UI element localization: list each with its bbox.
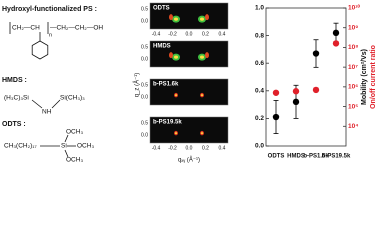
y2-tick-label: 10⁷ xyxy=(348,64,358,71)
pattern-panel xyxy=(149,78,229,106)
odts-label: ODTS : xyxy=(2,121,26,128)
ps-title: Hydroxyl-functionalized PS : xyxy=(2,6,97,13)
x-tick-label: ODTS xyxy=(268,154,285,160)
y2-tick-label: 10⁹ xyxy=(348,24,358,31)
peak xyxy=(200,55,204,59)
ps-n: n xyxy=(49,32,52,38)
chart: 0.0 0.2 0.4 0.6 0.8 1.0 10⁴ 10⁵ 10⁶ 10⁷ 10⁸ 10⁹ 10¹⁰… xyxy=(255,4,377,160)
odts-och3: OCH₃ xyxy=(66,129,83,136)
giwaxs: ODTS 0.5 0.0 HMDS 0.5 0.0 b-PS1.6k 0.5 0.0 b-PS19… xyxy=(134,2,229,164)
hmds-label: HMDS : xyxy=(2,77,27,84)
hmds-nh: NH xyxy=(42,109,52,116)
point xyxy=(292,88,300,95)
x-tick-label: -0.4 xyxy=(152,145,161,151)
y-tick-label: 0.0 xyxy=(141,56,148,62)
y2-tick-label: 10⁵ xyxy=(348,103,358,110)
odts-och3: OCH₃ xyxy=(77,143,94,150)
x-tick-label: 0.4 xyxy=(219,145,226,151)
structures: Hydroxyl-functionalized PS : CH₂—CH n —C… xyxy=(2,6,103,164)
peak xyxy=(174,17,178,21)
y-axis-title: Mobility (cm²/Vs) xyxy=(361,49,368,105)
ps-repeat: CH₂—CH xyxy=(12,25,40,32)
x-tick-label: -0.4 xyxy=(152,31,161,37)
x-tick-label: HMDS xyxy=(287,154,305,160)
y-tick-label: 0.5 xyxy=(141,44,148,50)
y-tick-label: 0.0 xyxy=(141,132,148,138)
bond xyxy=(64,134,69,143)
y2-tick-label: 10⁶ xyxy=(348,84,358,91)
panel-label: b-PS1.6k xyxy=(153,82,179,88)
odts-si: Si xyxy=(61,143,67,150)
bond xyxy=(64,149,69,158)
benzene xyxy=(31,40,49,60)
x-tick-label: 0.0 xyxy=(186,31,193,37)
pattern-panel xyxy=(149,2,229,30)
y2-tick-label: 10¹⁰ xyxy=(348,4,360,12)
y2-axis-title: On/off current ratio xyxy=(370,45,377,109)
point xyxy=(292,98,300,106)
y-tick-label: 0.5 xyxy=(141,120,148,126)
x-tick-label: 0.4 xyxy=(219,31,226,37)
odts-och3: OCH₃ xyxy=(66,157,83,164)
x-tick-label: 0.2 xyxy=(202,31,209,37)
plot-frame xyxy=(265,7,347,147)
peak xyxy=(201,94,203,97)
peak xyxy=(201,132,203,135)
y-tick-label: 0.5 xyxy=(141,82,148,88)
y-tick-label: 0.5 xyxy=(141,6,148,12)
x-tick-label: 0.2 xyxy=(202,145,209,151)
pattern-panel xyxy=(149,40,229,68)
x-tick-label: -0.2 xyxy=(168,31,177,37)
panel-label: b-PS19.5k xyxy=(153,120,182,126)
peak xyxy=(169,52,173,59)
y-tick-label: 0.8 xyxy=(255,32,264,39)
y-tick-label: 0.2 xyxy=(255,115,264,122)
peak xyxy=(205,14,209,21)
peak xyxy=(175,94,177,97)
y-tick-label: 1.0 xyxy=(255,5,264,12)
bond xyxy=(31,99,43,109)
panel-label: ODTS xyxy=(153,6,170,12)
bond xyxy=(51,99,61,109)
peak xyxy=(205,52,209,59)
hmds-right: Si(CH₃)₃ xyxy=(60,95,85,102)
peak xyxy=(175,132,177,135)
odts-chain: CH₃(CH₂)₁₇ xyxy=(4,143,37,150)
x-tick-label: b-PS1.6k xyxy=(303,154,329,160)
x-tick-label: 0.0 xyxy=(186,145,193,151)
y-tick-label: 0.6 xyxy=(255,60,264,67)
ps-end: —CH₂—CH₂—OH xyxy=(50,25,103,32)
y-axis-title: q_z (Å⁻¹) xyxy=(134,73,141,98)
peak xyxy=(200,17,204,21)
x-axis-title: qₓᵧ (Å⁻¹) xyxy=(178,157,200,164)
y-tick-label: 0.0 xyxy=(255,143,264,150)
x-tick-label: b-PS19.5k xyxy=(322,154,351,160)
figure: Hydroxyl-functionalized PS : CH₂—CH n —C… xyxy=(2,2,377,164)
y-tick-label: 0.4 xyxy=(255,88,264,95)
peak xyxy=(174,55,178,59)
x-tick-label: -0.2 xyxy=(168,145,177,151)
y-tick-label: 0.0 xyxy=(141,94,148,100)
point xyxy=(312,86,320,94)
point xyxy=(332,29,340,37)
hmds-left: (H₃C)₃Si xyxy=(4,95,29,102)
pattern-panel xyxy=(149,116,229,144)
y2-tick-label: 10⁴ xyxy=(348,123,358,130)
y2-tick-label: 10⁸ xyxy=(348,44,358,51)
y-tick-label: 0.0 xyxy=(141,18,148,24)
panel-label: HMDS xyxy=(153,44,171,50)
point xyxy=(332,40,340,47)
point xyxy=(272,89,280,96)
point xyxy=(312,50,320,57)
point xyxy=(272,113,280,121)
peak xyxy=(169,14,173,21)
